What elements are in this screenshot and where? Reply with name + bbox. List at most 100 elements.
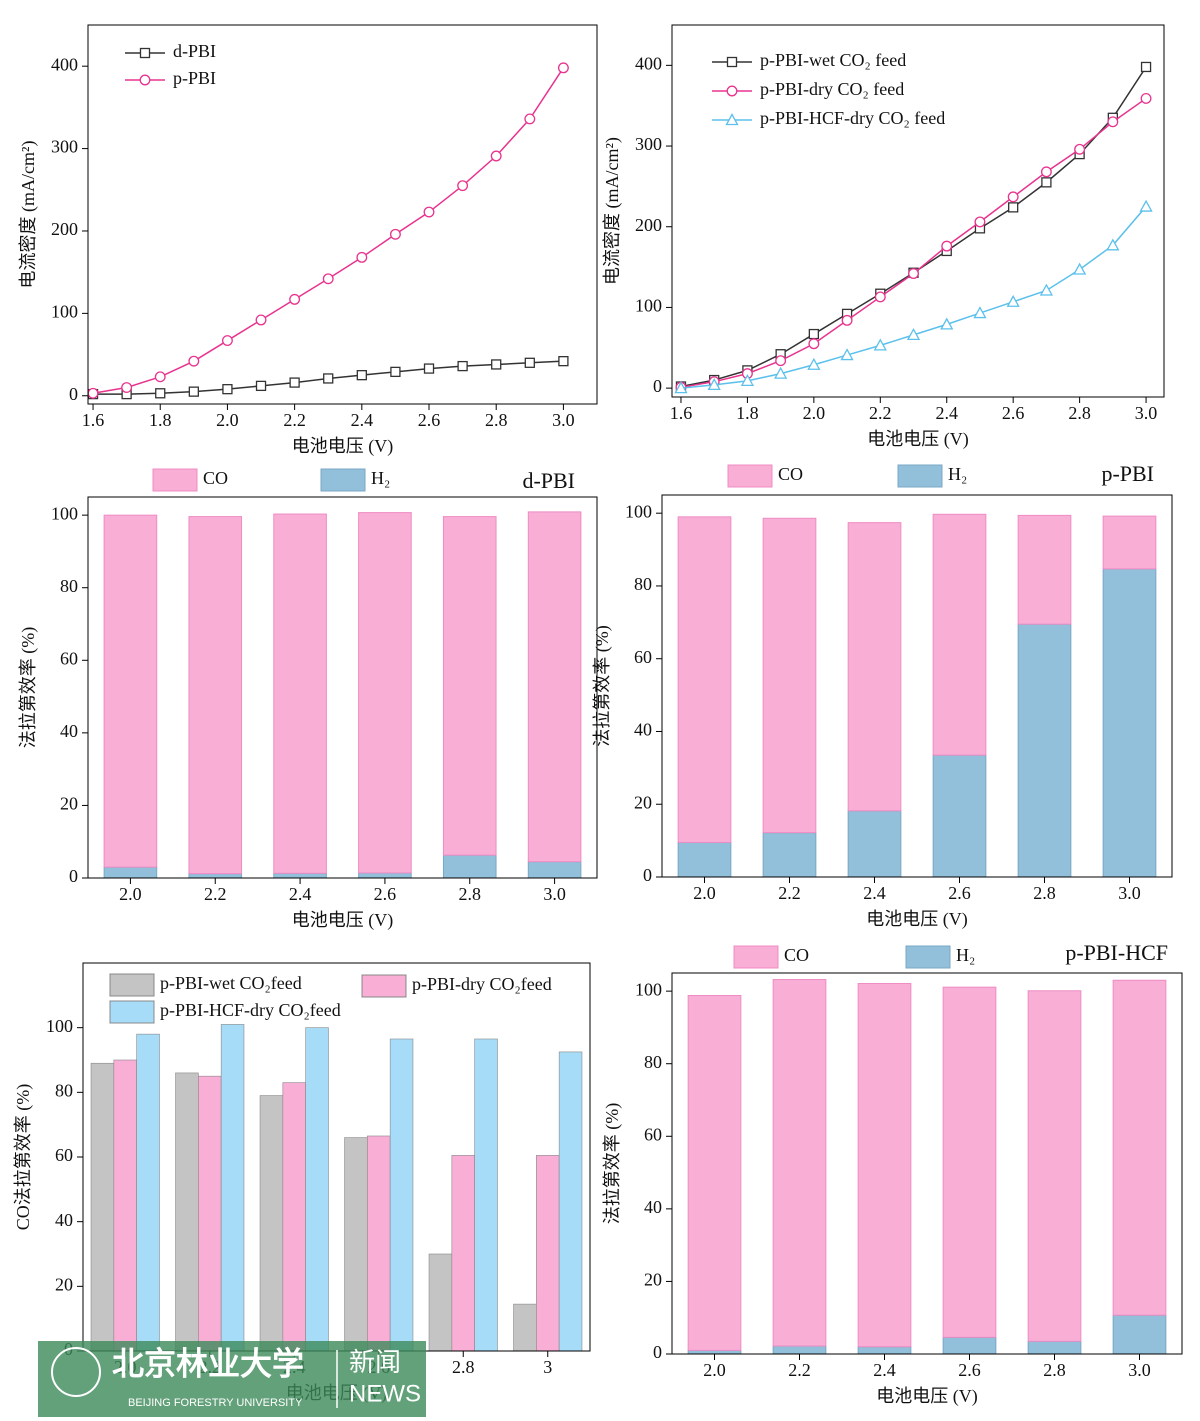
x-tick-label: 1.8 (149, 410, 172, 430)
y-tick-label: 400 (635, 53, 662, 73)
bar (198, 1075, 222, 1352)
point (1107, 116, 1119, 128)
y-tick-label: 400 (51, 54, 78, 74)
point (1106, 238, 1120, 251)
point (1006, 294, 1020, 307)
y-tick-label: 20 (644, 1270, 662, 1290)
x-tick-label: 2.4 (289, 884, 312, 904)
legend-label: H₂ (956, 945, 975, 965)
point (840, 348, 854, 361)
x-tick-label: 2.8 (1033, 883, 1056, 903)
x-tick-label: 3.0 (1135, 403, 1158, 423)
bar-segment (857, 1346, 912, 1355)
point (188, 355, 200, 367)
y-tick-label: 40 (634, 720, 652, 740)
x-tick-label: 2.2 (869, 403, 892, 423)
bar (344, 1137, 368, 1352)
y-tick-label: 0 (643, 865, 652, 885)
x-tick-label: 2.6 (948, 883, 971, 903)
x-axis-label: 电池电压 (V) (292, 436, 394, 457)
bar-segment (103, 514, 158, 868)
bar-segment (358, 872, 412, 879)
y-axis-label: 法拉第效率 (%) (592, 625, 613, 746)
x-tick-label: 2.4 (863, 883, 886, 903)
legend-swatch (109, 1000, 155, 1024)
point (1008, 202, 1019, 213)
legend-label: CO (784, 945, 809, 965)
point (1041, 177, 1052, 188)
x-tick-label: 3.0 (1128, 1360, 1151, 1380)
legend-swatch (152, 468, 198, 492)
x-tick-label: 3.0 (552, 410, 575, 430)
bar-segment (942, 1336, 997, 1355)
y-axis-label: CO法拉第效率 (%) (13, 1084, 34, 1231)
bar-segment (273, 513, 327, 874)
point (707, 378, 721, 391)
panel-label: p-PBI (1101, 461, 1154, 486)
point (674, 381, 688, 394)
point (155, 388, 166, 399)
bar-segment (188, 516, 243, 875)
bar-segment (772, 979, 827, 1347)
watermark-name: 北京林业大学 (112, 1345, 304, 1381)
x-tick-label: 1.6 (82, 410, 105, 430)
y-tick-label: 60 (644, 1124, 662, 1144)
point (389, 228, 401, 240)
legend-swatch (361, 974, 407, 998)
y-tick-label: 100 (625, 501, 652, 521)
y-tick-label: 20 (60, 794, 78, 814)
x-tick-label: 2.4 (873, 1360, 896, 1380)
y-tick-label: 60 (55, 1145, 73, 1165)
point (490, 150, 502, 162)
point (255, 380, 267, 392)
y-tick-label: 300 (635, 134, 662, 154)
point (1040, 166, 1052, 178)
x-tick-label: 1.8 (736, 403, 759, 423)
point (322, 273, 334, 285)
x-tick-label: 2.0 (803, 403, 826, 423)
point (188, 386, 199, 397)
point (356, 370, 367, 381)
point (289, 377, 300, 388)
x-tick-label: 2.6 (1002, 403, 1025, 423)
point (423, 363, 435, 374)
watermark: 北京林业大学 新闻 NEWS BEIJING FORESTRY UNIVERSI… (38, 1341, 426, 1417)
watermark-section-en: NEWS (349, 1380, 421, 1407)
legend-marker (726, 56, 738, 68)
bar-segment (1102, 515, 1157, 570)
y-tick-label: 60 (60, 648, 78, 668)
x-tick-label: 2.4 (935, 403, 958, 423)
legend-marker (139, 74, 151, 86)
point (808, 328, 820, 340)
y-tick-label: 100 (51, 301, 78, 321)
bar (474, 1038, 498, 1352)
bar (428, 1253, 453, 1352)
y-tick-label: 80 (60, 576, 78, 596)
bar-segment (527, 861, 582, 879)
point (491, 359, 502, 370)
point (390, 366, 401, 378)
y-tick-label: 100 (46, 1016, 73, 1036)
legend-label: p-PBI (173, 68, 216, 88)
bar-segment (677, 516, 732, 843)
x-tick-label: 2.2 (283, 410, 306, 430)
panel-label: d-PBI (522, 468, 575, 493)
point (121, 382, 133, 393)
point (558, 356, 569, 367)
x-tick-label: 2.8 (459, 884, 482, 904)
x-tick-label: 2.4 (351, 410, 374, 430)
y-tick-label: 200 (635, 215, 662, 235)
x-tick-label: 3.0 (1118, 883, 1141, 903)
y-tick-label: 0 (653, 376, 662, 396)
x-tick-label: 3.0 (543, 884, 566, 904)
x-tick-label: 3 (543, 1357, 552, 1377)
point (1139, 199, 1153, 212)
bar-segment (103, 866, 158, 879)
point (740, 374, 755, 387)
point (1140, 61, 1152, 73)
bar (90, 1062, 115, 1352)
watermark-background (38, 1341, 426, 1417)
x-tick-label: 2.2 (204, 884, 227, 904)
point (289, 293, 301, 305)
